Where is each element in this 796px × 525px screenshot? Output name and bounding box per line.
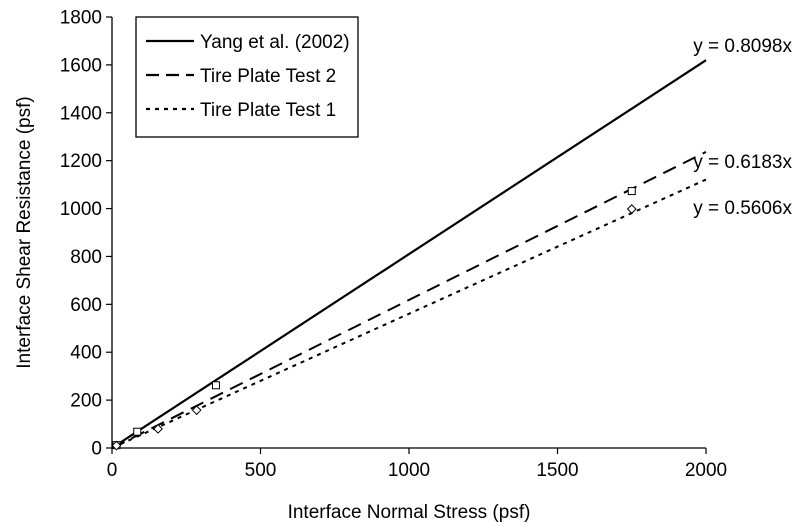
- legend-box: [135, 16, 359, 138]
- y-tick-label: 200: [70, 391, 102, 412]
- series-2: [111, 178, 707, 451]
- legend-label: Tire Plate Test 2: [200, 66, 336, 87]
- series-0: [111, 59, 707, 449]
- x-tick-label: 1500: [536, 460, 578, 481]
- y-tick-label: 800: [70, 247, 102, 268]
- x-tick-label: 500: [245, 460, 277, 481]
- data-point-square: [627, 187, 636, 196]
- series-line-dashed: [111, 151, 707, 449]
- x-tick-label: 1000: [388, 460, 430, 481]
- series-line-dotted: [111, 178, 707, 449]
- data-point-diamond: [626, 204, 637, 214]
- legend-label: Yang et al. (2002): [200, 32, 350, 53]
- y-tick-label: 1800: [60, 8, 102, 29]
- legend: Yang et al. (2002) Tire Plate Test 2 Tire …: [135, 16, 359, 138]
- trendline-equation: y = 0.5606x: [693, 198, 792, 219]
- data-point-square: [133, 427, 142, 436]
- trendline-equation: y = 0.6183x: [693, 152, 792, 173]
- x-tick-label: 2000: [685, 460, 727, 481]
- series-1: [111, 151, 707, 450]
- y-tick-label: 1200: [60, 151, 102, 172]
- data-point-square: [211, 381, 220, 390]
- x-tick-label: 0: [107, 460, 118, 481]
- y-tick-label: 1600: [60, 55, 102, 76]
- trendline-equation: y = 0.8098x: [693, 36, 792, 57]
- annotations: y = 0.8098x y = 0.6183x y = 0.5606x: [693, 36, 792, 219]
- data-point-diamond: [111, 440, 122, 451]
- y-tick-label: 400: [70, 343, 102, 364]
- axes: 0 200 400 600 800 1000 1200 1400 1600 1800 0 500 100…: [14, 8, 727, 524]
- x-axis-title: Interface Normal Stress (psf): [288, 502, 531, 523]
- legend-label: Tire Plate Test 1: [200, 100, 336, 121]
- y-tick-label: 1400: [60, 103, 102, 124]
- y-tick-label: 0: [91, 439, 102, 460]
- y-tick-label: 1000: [60, 199, 102, 220]
- y-axis-title: Interface Shear Resistance (psf): [14, 96, 35, 368]
- series-layer: [111, 59, 707, 451]
- series-line-solid: [111, 59, 707, 449]
- data-point-diamond: [191, 405, 202, 416]
- data-point-diamond: [153, 423, 163, 434]
- y-tick-label: 600: [70, 295, 102, 316]
